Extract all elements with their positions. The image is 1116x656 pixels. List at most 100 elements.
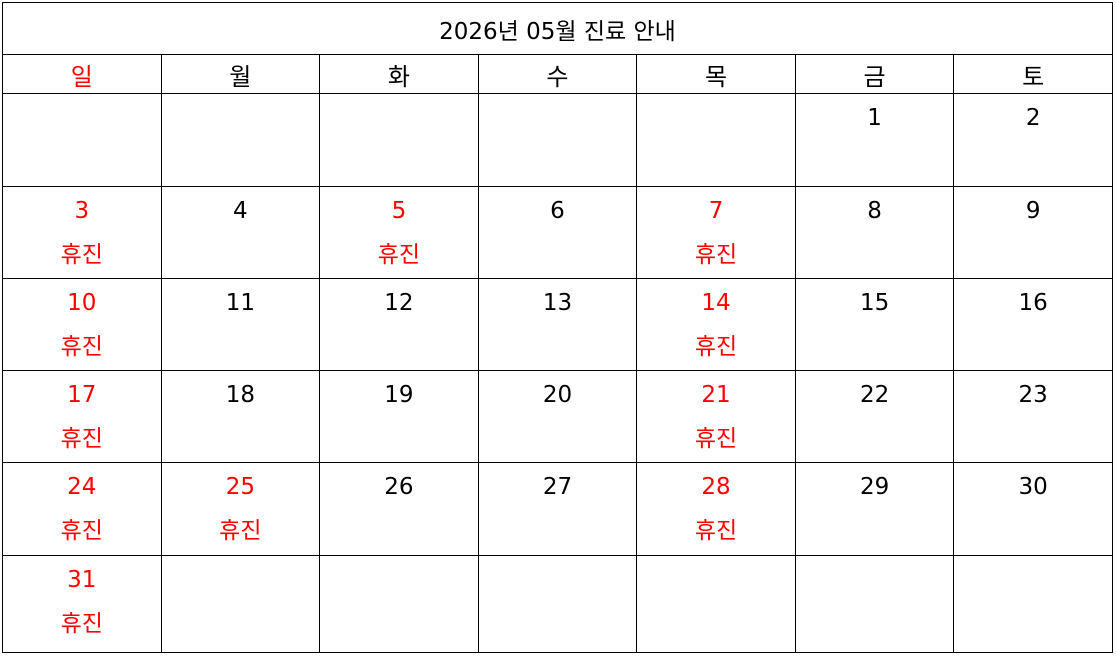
week-row: 10 휴진 11 12 13 14 휴진 15 16 <box>2 277 1113 372</box>
day-number: 23 <box>1018 382 1048 409</box>
day-cell <box>2 93 162 187</box>
day-cell <box>477 93 638 187</box>
day-number: 11 <box>225 289 255 316</box>
day-number: 10 <box>67 289 97 316</box>
day-cell <box>477 554 638 654</box>
day-number: 28 <box>701 474 731 501</box>
day-number: 4 <box>233 197 248 224</box>
day-cell: 19 <box>319 370 479 464</box>
weekday-5: 금 <box>794 54 955 95</box>
day-cell: 2 <box>953 93 1113 187</box>
day-cell <box>160 554 321 654</box>
weekday-6: 토 <box>953 54 1113 95</box>
closed-note: 휴진 <box>60 333 103 360</box>
day-number: 12 <box>384 289 414 316</box>
day-cell: 11 <box>160 277 321 372</box>
closed-note: 휴진 <box>60 426 103 453</box>
weekday-0: 일 <box>2 54 162 95</box>
day-cell: 22 <box>794 370 955 464</box>
day-cell <box>636 93 796 187</box>
day-number: 5 <box>391 197 407 224</box>
day-cell: 5 휴진 <box>319 185 479 279</box>
day-cell: 14 휴진 <box>636 277 796 372</box>
week-row: 3 휴진 4 5 휴진 6 7 휴진 8 9 <box>2 185 1113 279</box>
day-cell: 1 <box>794 93 955 187</box>
day-number: 7 <box>708 197 724 224</box>
day-cell: 6 <box>477 185 638 279</box>
day-number: 16 <box>1018 289 1048 316</box>
closed-note: 휴진 <box>694 518 738 545</box>
day-number: 24 <box>67 474 97 501</box>
day-number: 8 <box>867 197 882 224</box>
day-cell: 10 휴진 <box>2 277 162 372</box>
day-cell <box>953 554 1113 654</box>
day-cell: 31 휴진 <box>2 554 162 654</box>
day-number: 2 <box>1025 105 1041 132</box>
closed-note: 휴진 <box>694 426 738 453</box>
day-cell: 24 휴진 <box>2 462 162 556</box>
day-number: 21 <box>701 382 731 409</box>
day-cell <box>319 554 479 654</box>
week-row: 24 휴진 25 휴진 26 27 28 휴진 29 30 <box>2 462 1113 556</box>
day-cell <box>636 554 796 654</box>
weekday-2: 화 <box>319 54 479 95</box>
day-number: 30 <box>1018 474 1048 501</box>
day-cell: 27 <box>477 462 638 556</box>
day-number: 15 <box>859 289 890 316</box>
day-number: 31 <box>67 566 97 593</box>
closed-note: 휴진 <box>219 518 262 545</box>
day-cell: 23 <box>953 370 1113 464</box>
weekday-4: 목 <box>636 54 796 95</box>
day-cell: 9 <box>953 185 1113 279</box>
day-cell <box>160 93 321 187</box>
day-number: 17 <box>67 382 97 409</box>
closed-note: 휴진 <box>60 610 103 637</box>
day-number: 3 <box>74 197 90 224</box>
day-number: 9 <box>1025 197 1041 224</box>
day-number: 13 <box>542 289 573 316</box>
day-number: 29 <box>859 474 890 501</box>
day-cell: 26 <box>319 462 479 556</box>
day-number: 6 <box>550 197 565 224</box>
day-number: 18 <box>225 382 255 409</box>
closed-note: 휴진 <box>694 333 738 360</box>
day-cell: 30 <box>953 462 1113 556</box>
day-number: 1 <box>867 105 882 132</box>
day-cell: 21 휴진 <box>636 370 796 464</box>
week-row: 17 휴진 18 19 20 21 휴진 22 23 <box>2 370 1113 464</box>
weekday-1: 월 <box>160 54 321 95</box>
week-row: 31 휴진 <box>2 554 1113 654</box>
day-cell: 3 휴진 <box>2 185 162 279</box>
closed-note: 휴진 <box>60 241 103 268</box>
day-cell: 28 휴진 <box>636 462 796 556</box>
day-cell: 7 휴진 <box>636 185 796 279</box>
day-cell: 29 <box>794 462 955 556</box>
day-cell: 16 <box>953 277 1113 372</box>
calendar-title: 2026년 05월 진료 안내 <box>2 1 1113 56</box>
day-number: 27 <box>542 474 573 501</box>
day-cell: 18 <box>160 370 321 464</box>
day-cell: 13 <box>477 277 638 372</box>
day-cell: 12 <box>319 277 479 372</box>
day-number: 26 <box>384 474 414 501</box>
day-cell: 25 휴진 <box>160 462 321 556</box>
day-cell <box>319 93 479 187</box>
day-number: 22 <box>859 382 890 409</box>
day-number: 19 <box>384 382 414 409</box>
closed-note: 휴진 <box>60 518 103 545</box>
day-cell <box>794 554 955 654</box>
day-cell: 15 <box>794 277 955 372</box>
day-cell: 20 <box>477 370 638 464</box>
closed-note: 휴진 <box>694 241 738 268</box>
day-cell: 4 <box>160 185 321 279</box>
weekday-3: 수 <box>477 54 638 95</box>
day-number: 14 <box>701 289 731 316</box>
title-row: 2026년 05월 진료 안내 <box>2 1 1113 56</box>
closed-note: 휴진 <box>377 241 421 268</box>
day-cell: 8 <box>794 185 955 279</box>
day-number: 20 <box>542 382 573 409</box>
day-number: 25 <box>225 474 255 501</box>
day-cell: 17 휴진 <box>2 370 162 464</box>
